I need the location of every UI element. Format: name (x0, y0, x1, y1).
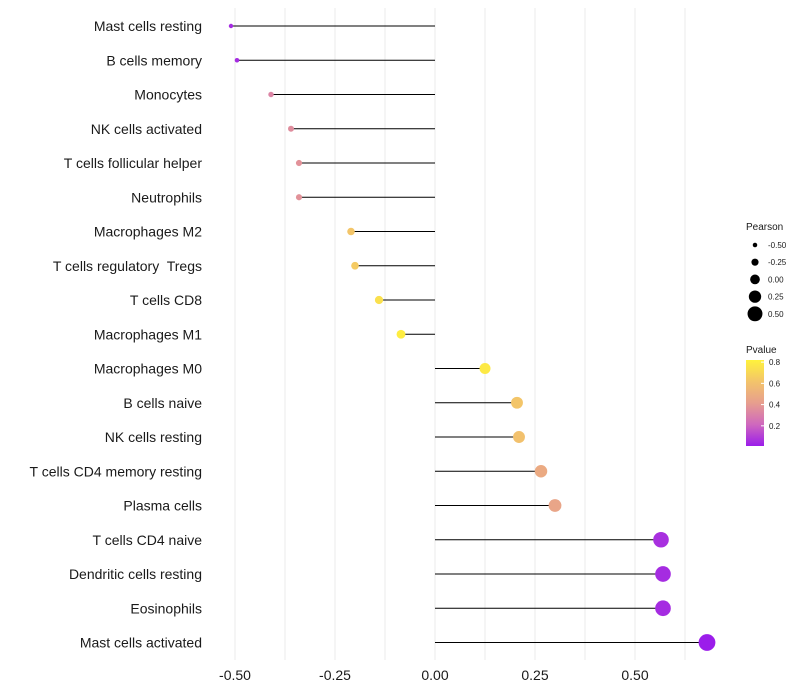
grid-layer (234, 8, 686, 660)
color-legend-label: 0.6 (769, 379, 781, 388)
pvalue-color-legend: Pvalue 0.8 0.6 0.4 0.2 (746, 345, 781, 446)
lollipop-point (234, 57, 240, 63)
lollipop-point (347, 227, 355, 236)
lollipop-point (655, 566, 671, 582)
size-legend-label: -0.50 (768, 241, 787, 250)
size-legend-label: 0.50 (768, 310, 784, 319)
size-legend-key (748, 290, 762, 303)
lollipop-point (511, 396, 523, 409)
x-tick-label: 0.00 (421, 667, 448, 683)
size-legend-key (752, 242, 758, 248)
category-label: T cells CD8 (130, 292, 202, 308)
point-layer (228, 23, 716, 651)
lollipop-point (295, 159, 303, 167)
x-tick-labels: -0.50 -0.25 0.00 0.25 0.50 (219, 667, 649, 683)
lollipop-point (655, 600, 671, 617)
color-legend-bar (746, 360, 764, 446)
color-legend-label: 0.4 (769, 401, 781, 410)
color-legend-label: 0.2 (769, 422, 781, 431)
size-legend-title: Pearson (746, 222, 783, 233)
category-label: Eosinophils (130, 600, 202, 616)
color-legend-label: 0.8 (769, 358, 781, 367)
category-label: Monocytes (134, 87, 202, 103)
size-legend-key (750, 274, 760, 285)
size-legend-key (751, 258, 759, 266)
x-tick-label: -0.50 (219, 667, 251, 683)
lollipop-point (479, 362, 491, 375)
category-label: T cells regulatory Tregs (53, 258, 202, 274)
lollipop-point (288, 125, 294, 132)
lollipop-point (653, 531, 669, 548)
category-label: Macrophages M2 (94, 224, 202, 240)
pearson-size-legend: Pearson -0.50 -0.25 0.00 0.25 0.50 (746, 222, 787, 322)
category-label: T cells CD4 naive (93, 532, 203, 548)
lollipop-point (374, 295, 384, 305)
lollipop-point (513, 431, 525, 443)
category-label: NK cells resting (105, 429, 202, 445)
category-labels: Mast cells resting B cells memory Monocyte… (30, 18, 203, 651)
lollipop-point (396, 329, 406, 339)
category-label: Neutrophils (131, 189, 202, 205)
x-tick-label: 0.50 (621, 667, 648, 683)
lollipop-point (548, 499, 562, 512)
size-legend-label: -0.25 (768, 258, 787, 267)
category-label: Mast cells resting (94, 18, 202, 34)
color-legend-title: Pvalue (746, 345, 777, 356)
lollipop-point (351, 261, 359, 270)
category-label: Dendritic cells resting (69, 566, 202, 582)
lollipop-point (228, 23, 234, 29)
category-label: Macrophages M1 (94, 326, 202, 342)
lollipop-point (534, 465, 548, 478)
x-tick-label: 0.25 (521, 667, 548, 683)
category-label: Mast cells activated (80, 635, 202, 651)
lollipop-point (698, 634, 716, 651)
category-label: T cells follicular helper (64, 155, 203, 171)
size-legend-key (747, 306, 763, 322)
category-label: B cells naive (123, 395, 202, 411)
category-label: Plasma cells (123, 498, 202, 514)
x-tick-label: -0.25 (319, 667, 351, 683)
size-legend-label: 0.00 (768, 275, 784, 284)
category-label: B cells memory (106, 52, 202, 68)
category-label: NK cells activated (91, 121, 202, 137)
lollipop-point (295, 194, 303, 201)
lollipop-point (268, 91, 274, 98)
category-label: T cells CD4 memory resting (30, 463, 202, 479)
size-legend-label: 0.25 (768, 293, 784, 302)
category-label: Macrophages M0 (94, 361, 202, 377)
stem-layer (231, 25, 707, 643)
